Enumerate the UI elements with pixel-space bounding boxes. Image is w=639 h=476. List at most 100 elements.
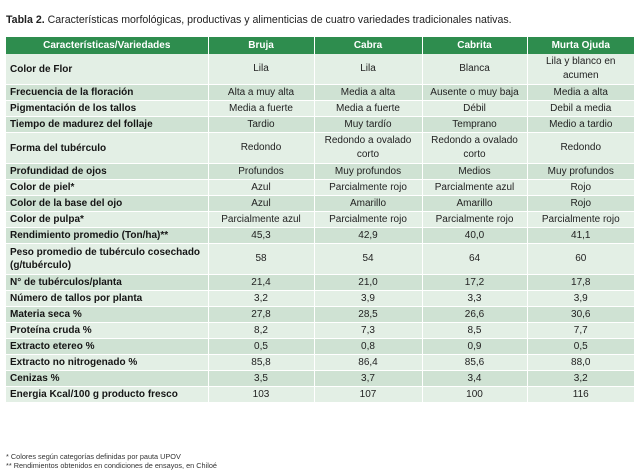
- cell-value: 3,4: [467, 372, 482, 384]
- table-cell: Media a alta: [314, 84, 423, 101]
- table-row: Materia seca % 27,8 28,5 26,6 30,6: [6, 306, 634, 323]
- cell-value: Redondo a ovalado corto: [324, 135, 412, 160]
- table-cell: 21,4: [208, 274, 315, 291]
- cell-value: 3,5: [254, 372, 268, 384]
- table-cell: 0,5: [527, 338, 634, 355]
- row-label: Color de Flor: [6, 54, 209, 85]
- table-cell: 42,9: [314, 227, 423, 244]
- cell-value: Profundos: [238, 165, 284, 177]
- cell-value: Tardio: [247, 118, 275, 130]
- cell-value: Alta a muy alta: [227, 86, 295, 98]
- table-cell: 103: [208, 386, 315, 403]
- table-cell: Muy profundos: [527, 163, 634, 180]
- table-row: Pigmentación de los tallos Media a fuerte…: [6, 100, 634, 117]
- cell-value: 3,2: [254, 292, 268, 304]
- cell-value: 7,3: [361, 324, 375, 336]
- table-caption: Tabla 2. Características morfológicas, p…: [6, 14, 636, 27]
- cell-value: Azul: [251, 197, 271, 209]
- table-cell: 3,9: [527, 290, 634, 307]
- row-label-text: Frecuencia de la floración: [10, 86, 134, 98]
- table-cell: Medio a tardio: [527, 116, 634, 133]
- header-characteristics: Características/Variedades: [6, 37, 209, 54]
- table-row: Profundidad de ojos Profundos Muy profundo…: [6, 163, 634, 180]
- row-label: Peso promedio de tubérculo cosechado (g/…: [6, 243, 209, 275]
- row-label-text: Tiempo de madurez del follaje: [10, 118, 153, 130]
- cell-value: 17,2: [464, 276, 485, 288]
- cell-value: Media a fuerte: [229, 102, 293, 114]
- cell-value: Rojo: [570, 181, 592, 193]
- row-label-text: Peso promedio de tubérculo cosechado (g/…: [10, 247, 201, 271]
- table-row: Forma del tubérculo Redondo Redondo a oval…: [6, 132, 634, 164]
- cell-value: Azul: [251, 181, 271, 193]
- cell-value: 17,8: [571, 276, 591, 288]
- cell-value: Parcialmente rojo: [329, 213, 407, 225]
- header-bruja: Bruja: [208, 37, 315, 54]
- table-cell: Lila: [208, 54, 315, 85]
- table-cell: Azul: [208, 179, 315, 196]
- cell-value: 58: [255, 253, 267, 264]
- table-cell: Blanca: [422, 54, 528, 85]
- table-cell: 54: [314, 243, 423, 275]
- table-cell: Media a fuerte: [314, 100, 423, 117]
- table-cell: Rojo: [527, 179, 634, 196]
- table-cell: 64: [422, 243, 528, 275]
- table-cell: Azul: [208, 195, 315, 212]
- cell-value: Parcialmente azul: [434, 181, 515, 193]
- cell-value: 103: [252, 388, 270, 400]
- row-label: Extracto etereo %: [6, 338, 209, 355]
- table-row: Cenizas % 3,5 3,7 3,4 3,2: [6, 370, 634, 387]
- table-row: Rendimiento promedio (Ton/ha)** 45,3 42,9 4…: [6, 227, 634, 244]
- cell-value: 28,5: [358, 308, 378, 320]
- table-row: Color de piel* Azul Parcialmente rojo Parci…: [6, 179, 634, 196]
- table-cell: 88,0: [527, 354, 634, 371]
- cell-value: 0,5: [254, 340, 268, 352]
- cell-value: Media a alta: [553, 86, 608, 98]
- table-cell: Parcialmente azul: [422, 179, 528, 196]
- header-cabrita: Cabrita: [422, 37, 528, 54]
- cell-value: 60: [575, 253, 587, 264]
- table-cell: Amarillo: [314, 195, 423, 212]
- table-cell: 28,5: [314, 306, 423, 323]
- row-label: Materia seca %: [6, 306, 209, 323]
- table-cell: Rojo: [527, 195, 634, 212]
- table-cell: 3,2: [527, 370, 634, 387]
- cell-value: Lila: [360, 63, 376, 74]
- table-cell: Muy profundos: [314, 163, 423, 180]
- table-cell: 3,9: [314, 290, 423, 307]
- table-cell: Parcialmente rojo: [422, 211, 528, 228]
- cell-value: Ausente o muy baja: [430, 86, 519, 98]
- footnote-colors: * Colores según categorías definidas por…: [6, 452, 181, 461]
- footnote-yields: ** Rendimientos obtenidos en condiciones…: [6, 461, 217, 470]
- cell-value: Muy tardío: [344, 118, 392, 130]
- table-cell: 26,6: [422, 306, 528, 323]
- row-label-text: Cenizas %: [10, 372, 60, 384]
- table-cell: 86,4: [314, 354, 423, 371]
- cell-value: Rojo: [570, 197, 592, 209]
- footnotes: * Colores según categorías definidas por…: [6, 452, 636, 470]
- table-cell: Alta a muy alta: [208, 84, 315, 101]
- row-label-text: Rendimiento promedio (Ton/ha)**: [10, 229, 169, 241]
- table-row: Color de pulpa* Parcialmente azul Parcialm…: [6, 211, 634, 228]
- table-cell: 85,8: [208, 354, 315, 371]
- table-cell: 3,5: [208, 370, 315, 387]
- caption-text: Características morfológicas, productiva…: [47, 14, 512, 26]
- table-cell: Muy tardío: [314, 116, 423, 133]
- row-label: Profundidad de ojos: [6, 163, 209, 180]
- table-row: N° de tubérculos/planta 21,4 21,0 17,2 17,8: [6, 274, 634, 291]
- cell-value: 3,2: [573, 372, 588, 384]
- cell-value: 3,9: [573, 292, 588, 304]
- row-label: Rendimiento promedio (Ton/ha)**: [6, 227, 209, 244]
- cell-value: 40,0: [464, 229, 485, 241]
- table-cell: Parcialmente rojo: [314, 211, 423, 228]
- cell-value: Temprano: [452, 118, 497, 130]
- table-cell: Tardio: [208, 116, 315, 133]
- cell-value: Débil: [463, 102, 486, 114]
- table-cell: 45,3: [208, 227, 315, 244]
- table-row: Frecuencia de la floración Alta a muy alt…: [6, 84, 634, 101]
- table-cell: Temprano: [422, 116, 528, 133]
- table-cell: Media a alta: [527, 84, 634, 101]
- table-row: Tiempo de madurez del follaje Tardio Muy t…: [6, 116, 634, 133]
- row-label: N° de tubérculos/planta: [6, 274, 209, 291]
- cell-value: 0,8: [361, 340, 375, 352]
